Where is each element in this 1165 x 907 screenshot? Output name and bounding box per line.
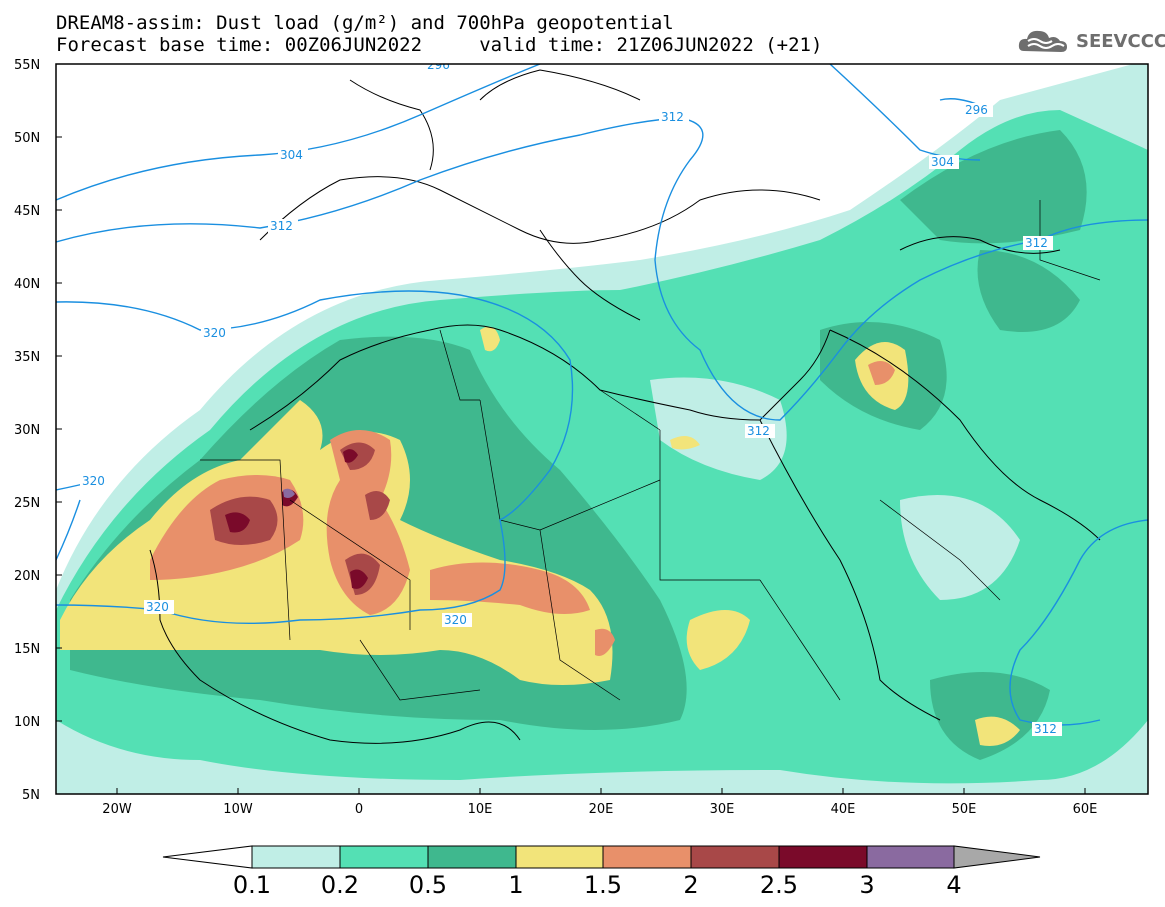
map-title: DREAM8-assim: Dust load (g/m²) and 700hP… bbox=[56, 12, 674, 34]
lon-label-10e: 10E bbox=[468, 802, 493, 817]
contour-label-312-east: 312 bbox=[1025, 236, 1048, 250]
colorbar-under-triangle bbox=[162, 845, 253, 869]
lat-label-10n: 10N bbox=[14, 715, 40, 730]
contour-label-312-red-sea: 312 bbox=[747, 424, 770, 438]
colorbar-swatch-0-2 bbox=[339, 845, 429, 869]
contour-label-296-east: 296 bbox=[965, 103, 988, 117]
lat-label-25n: 25N bbox=[14, 496, 40, 511]
contour-label-320-south: 320 bbox=[146, 600, 169, 614]
dust-layer-3 bbox=[283, 488, 295, 498]
lat-label-35n: 35N bbox=[14, 350, 40, 365]
colorbar-label-4: 4 bbox=[946, 871, 961, 899]
contour-label-304-east: 304 bbox=[931, 155, 954, 169]
colorbar-label-1: 1 bbox=[508, 871, 523, 899]
cloud-icon bbox=[1018, 30, 1067, 52]
colorbar-label-1-5: 1.5 bbox=[584, 871, 622, 899]
colorbar-swatch-1 bbox=[515, 845, 604, 869]
colorbar-swatch-2 bbox=[690, 845, 780, 869]
contour-label-320: 320 bbox=[203, 326, 226, 340]
colorbar-over-triangle bbox=[953, 845, 1041, 869]
lon-label-20w: 20W bbox=[102, 802, 132, 817]
map-subtitle: Forecast base time: 00Z06JUN2022 valid t… bbox=[56, 34, 823, 56]
contour-label-320-sahel: 320 bbox=[444, 613, 467, 627]
lon-label-10w: 10W bbox=[223, 802, 253, 817]
contour-label-320-west: 320 bbox=[82, 474, 105, 488]
latitude-labels: 55N 50N 45N 40N 35N 30N 25N 20N 15N 10N … bbox=[14, 58, 40, 803]
longitude-axis bbox=[116, 788, 1086, 794]
colorbar-swatch-0-5 bbox=[427, 845, 517, 869]
lat-label-5n: 5N bbox=[22, 788, 40, 803]
contour-labels: 296 304 312 320 312 296 304 312 320 320 … bbox=[80, 58, 1062, 736]
lat-label-30n: 30N bbox=[14, 423, 40, 438]
latitude-axis bbox=[56, 63, 62, 795]
contour-label-312: 312 bbox=[270, 219, 293, 233]
coastlines bbox=[149, 69, 1101, 744]
longitude-labels: 20W 10W 0 10E 20E 30E 40E 50E 60E bbox=[102, 802, 1097, 817]
colorbar-swatch-0-1 bbox=[251, 845, 341, 869]
lon-label-60e: 60E bbox=[1073, 802, 1098, 817]
colorbar-label-2: 2 bbox=[683, 871, 698, 899]
lat-label-45n: 45N bbox=[14, 204, 40, 219]
lon-label-40e: 40E bbox=[831, 802, 856, 817]
logo-text: SEEVCCC bbox=[1076, 31, 1165, 52]
lat-label-40n: 40N bbox=[14, 277, 40, 292]
lon-label-20e: 20E bbox=[589, 802, 614, 817]
map-area: 296 304 312 320 312 296 304 312 320 320 … bbox=[56, 58, 1148, 794]
lat-label-55n: 55N bbox=[14, 58, 40, 73]
lat-label-50n: 50N bbox=[14, 131, 40, 146]
lat-label-15n: 15N bbox=[14, 642, 40, 657]
lon-label-30e: 30E bbox=[710, 802, 735, 817]
lat-label-20n: 20N bbox=[14, 569, 40, 584]
colorbar-label-0-2: 0.2 bbox=[321, 871, 359, 899]
lon-label-0: 0 bbox=[355, 802, 363, 817]
country-borders bbox=[200, 200, 1101, 701]
colorbar-label-2-5: 2.5 bbox=[760, 871, 798, 899]
colorbar-label-0-5: 0.5 bbox=[409, 871, 447, 899]
colorbar-swatch-1-5 bbox=[602, 845, 692, 869]
colorbar-label-0-1: 0.1 bbox=[233, 871, 271, 899]
contour-label-312-north: 312 bbox=[661, 110, 684, 124]
colorbar-label-3: 3 bbox=[859, 871, 874, 899]
seevccc-logo: SEEVCCC bbox=[1018, 27, 1165, 57]
colorbar-swatch-3 bbox=[866, 845, 955, 869]
colorbar-swatch-2-5 bbox=[778, 845, 868, 869]
contour-label-312-arabian-sea: 312 bbox=[1034, 722, 1057, 736]
colorbar: 0.1 0.2 0.5 1 1.5 2 2.5 3 4 bbox=[162, 845, 1041, 899]
contour-label-296: 296 bbox=[427, 58, 450, 72]
lon-label-50e: 50E bbox=[952, 802, 977, 817]
contour-label-304: 304 bbox=[280, 148, 303, 162]
